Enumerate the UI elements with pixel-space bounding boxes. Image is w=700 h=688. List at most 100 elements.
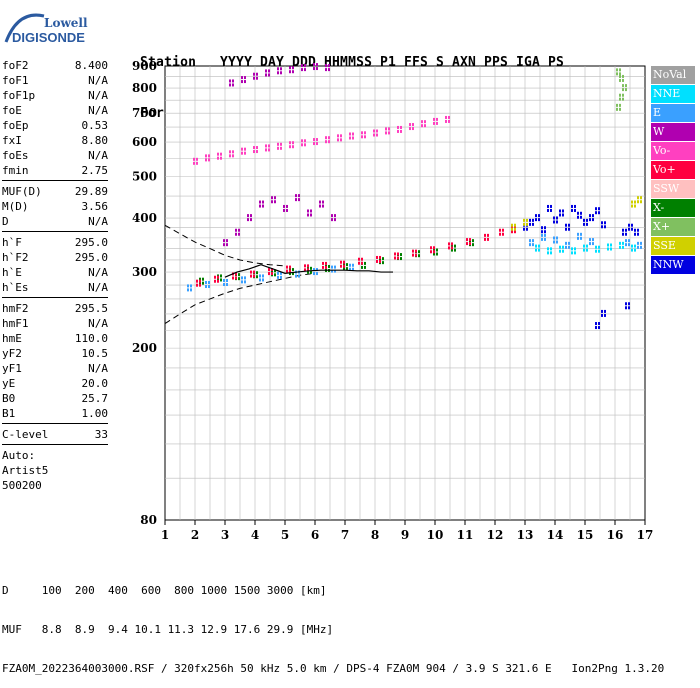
data-point <box>604 313 606 317</box>
data-point <box>586 244 588 248</box>
data-point <box>361 131 363 135</box>
data-point <box>295 198 297 202</box>
data-point <box>262 274 264 278</box>
data-point <box>328 264 330 268</box>
legend-item-w: W <box>651 123 695 141</box>
divider <box>2 423 108 424</box>
data-point <box>559 245 561 249</box>
data-point <box>433 252 435 256</box>
data-point <box>187 284 189 288</box>
data-point <box>199 279 201 283</box>
data-point <box>607 243 609 247</box>
data-point <box>502 228 504 232</box>
ionogram-chart: 1 2 3 4 5 6 7 8 9 10 11 12 13 14 15 16 17802003004005006… <box>132 59 653 542</box>
data-point <box>322 261 324 265</box>
data-point <box>340 260 342 264</box>
data-point <box>343 263 345 267</box>
data-point <box>205 285 207 289</box>
data-point <box>325 265 327 269</box>
data-point <box>223 239 225 243</box>
param-row: hmF1 N/A <box>2 316 108 331</box>
data-point <box>571 247 573 251</box>
data-point <box>622 78 624 82</box>
data-point <box>577 236 579 240</box>
data-point <box>289 70 291 74</box>
data-point <box>637 196 639 200</box>
data-point <box>190 284 192 288</box>
x-tick-label: 8 <box>371 528 379 542</box>
data-point <box>196 157 198 161</box>
data-point <box>571 251 573 255</box>
param-row: hmE 110.0 <box>2 331 108 346</box>
param-value: 295.0 <box>74 236 108 249</box>
data-point <box>310 209 312 213</box>
data-point <box>337 134 339 138</box>
data-point <box>304 64 306 68</box>
data-point <box>271 196 273 200</box>
data-point <box>397 252 399 256</box>
data-point <box>325 140 327 144</box>
data-point <box>586 222 588 226</box>
data-point <box>580 215 582 219</box>
data-point <box>631 223 633 227</box>
data-point <box>604 309 606 313</box>
param-label: foEp <box>2 119 29 132</box>
data-point <box>622 88 624 92</box>
data-point <box>541 233 543 237</box>
param-label: B1 <box>2 407 16 420</box>
data-point <box>472 243 474 247</box>
data-point <box>511 226 513 230</box>
data-point <box>532 222 534 226</box>
data-point <box>361 265 363 269</box>
data-point <box>331 265 333 269</box>
data-point <box>277 71 279 75</box>
param-row: yF2 10.5 <box>2 346 108 361</box>
legend-item-ssw: SSW <box>651 180 695 198</box>
data-point <box>397 256 399 260</box>
data-point <box>502 232 504 236</box>
param-row: h`Es N/A <box>2 280 108 295</box>
data-point <box>202 281 204 285</box>
data-point <box>196 161 198 165</box>
y-tick-label: 80 <box>140 513 157 527</box>
y-tick-label: 200 <box>132 341 157 355</box>
data-point <box>631 248 633 252</box>
footer-distance-row: D 100 200 400 600 800 1000 1500 3000 [km… <box>2 584 327 597</box>
x-tick-label: 2 <box>191 528 199 542</box>
data-point <box>364 265 366 269</box>
data-point <box>244 76 246 80</box>
data-point <box>595 322 597 326</box>
data-point <box>289 66 291 70</box>
data-point <box>619 107 621 111</box>
data-point <box>256 76 258 80</box>
data-point <box>544 233 546 237</box>
data-point <box>220 278 222 282</box>
data-point <box>433 117 435 121</box>
data-point <box>208 285 210 289</box>
legend: NoVal NNE E W Vo- Vo+ SSW X- X+ SSE NNW <box>651 66 695 275</box>
data-point <box>574 251 576 255</box>
data-point <box>292 141 294 145</box>
clevel-value: 33 <box>94 428 108 441</box>
data-point <box>277 275 279 279</box>
data-point <box>289 145 291 149</box>
data-point <box>244 280 246 284</box>
data-point <box>628 239 630 243</box>
data-point <box>448 246 450 250</box>
data-point <box>277 271 279 275</box>
data-point <box>418 254 420 258</box>
params-group-1: foF2 8.400 foF1 N/A foF1p N/A foE N/A foEp 0.53 fx… <box>2 58 108 178</box>
data-point <box>223 279 225 283</box>
data-point <box>382 261 384 265</box>
data-point <box>412 253 414 257</box>
data-point <box>283 204 285 208</box>
param-value: 2.75 <box>81 164 109 177</box>
data-point <box>628 302 630 306</box>
data-point <box>592 214 594 218</box>
clevel-row: C-level 33 <box>2 427 108 442</box>
data-point <box>250 274 252 278</box>
data-point <box>376 255 378 259</box>
data-point <box>307 209 309 213</box>
data-point <box>313 67 315 71</box>
data-point <box>268 144 270 148</box>
